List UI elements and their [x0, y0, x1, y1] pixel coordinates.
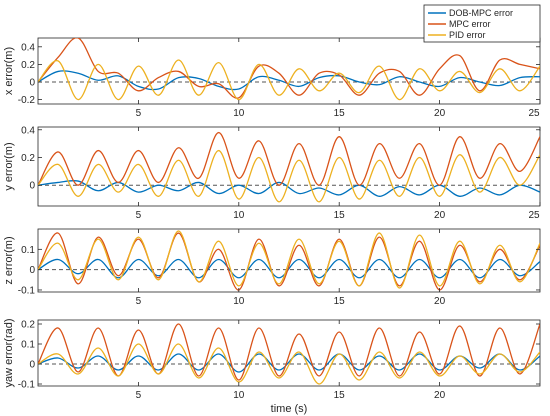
- axes-box: [37, 228, 541, 293]
- series-line-mpc-error: [38, 131, 540, 186]
- axes-box: [37, 126, 541, 207]
- y-tick-label: 0.2: [21, 60, 35, 71]
- series-line-mpc-error: [38, 232, 540, 291]
- x-tick-label: 20: [434, 108, 446, 119]
- y-tick-label: 0.1: [21, 340, 35, 351]
- x-tick-label: 20: [434, 210, 446, 221]
- y-tick-label: 0: [29, 181, 35, 192]
- series-line-pid-error: [38, 230, 540, 289]
- series-line-dob-mpc-error: [38, 179, 540, 197]
- legend-label-dob-mpc: DOB-MPC error: [449, 8, 513, 18]
- series-line-dob-mpc-error: [38, 70, 540, 91]
- x-tick-label: 10: [233, 390, 245, 401]
- series-line-pid-error: [38, 149, 540, 203]
- series-line-pid-error: [38, 343, 540, 385]
- subplot-2: 0 0.2 0.4 5 10 15 20 25 y error(m): [3, 125, 541, 221]
- axes-box: [37, 319, 541, 387]
- y-axis-label: yaw error(rad): [3, 318, 15, 387]
- legend-label-pid: PID error: [449, 30, 486, 40]
- x-tick-label: 15: [334, 390, 346, 401]
- subplot-3: -0.1 0 0.1 5 10 15 20 z error(m): [3, 228, 541, 307]
- y-tick-label: 0: [29, 360, 35, 371]
- x-tick-label: 15: [334, 210, 346, 221]
- x-tick-label: 10: [233, 296, 245, 307]
- y-tick-label: 0.2: [21, 320, 35, 331]
- x-tick-label: 15: [334, 296, 346, 307]
- x-tick-label: 20: [434, 390, 446, 401]
- legend-label-mpc: MPC error: [449, 19, 491, 29]
- series-line-dob-mpc-error: [38, 258, 540, 279]
- y-tick-label: -0.2: [18, 95, 36, 106]
- x-tick-label: 5: [136, 108, 142, 119]
- y-tick-label: 0.4: [21, 125, 35, 136]
- x-tick-label: 10: [233, 108, 245, 119]
- x-tick-label: 10: [233, 210, 245, 221]
- legend: DOB-MPC error MPC error PID error: [423, 4, 541, 43]
- y-tick-label: 0.1: [21, 245, 35, 256]
- x-axis-label: time (s): [271, 403, 308, 415]
- subplot-4: -0.1 0 0.1 0.2 5 10 15 20 yaw error(rad) time (s): [3, 318, 541, 415]
- y-tick-label: 0: [29, 265, 35, 276]
- y-axis-label: y error(m): [3, 142, 15, 190]
- x-tick-label: 20: [434, 296, 446, 307]
- x-tick-label: 15: [334, 108, 346, 119]
- y-tick-label: -0.1: [18, 380, 36, 391]
- x-tick-label: 5: [136, 210, 142, 221]
- series-line-pid-error: [38, 59, 540, 101]
- x-tick-label: 5: [136, 296, 142, 307]
- subplot-1: -0.2 0 0.2 0.4 5 10 15 20 25 x error(m): [3, 37, 541, 119]
- y-axis-label: x error(m): [3, 47, 15, 95]
- x-tick-label: 25: [528, 108, 540, 119]
- y-tick-label: -0.1: [18, 285, 36, 296]
- x-tick-label: 5: [136, 390, 142, 401]
- y-axis-label: z error(m): [3, 236, 15, 284]
- x-tick-label: 25: [528, 210, 540, 221]
- y-tick-label: 0: [29, 78, 35, 89]
- y-tick-label: 0.2: [21, 153, 35, 164]
- axes-box: [37, 37, 541, 105]
- series-line-mpc-error: [38, 38, 540, 99]
- y-tick-label: 0.4: [21, 42, 35, 53]
